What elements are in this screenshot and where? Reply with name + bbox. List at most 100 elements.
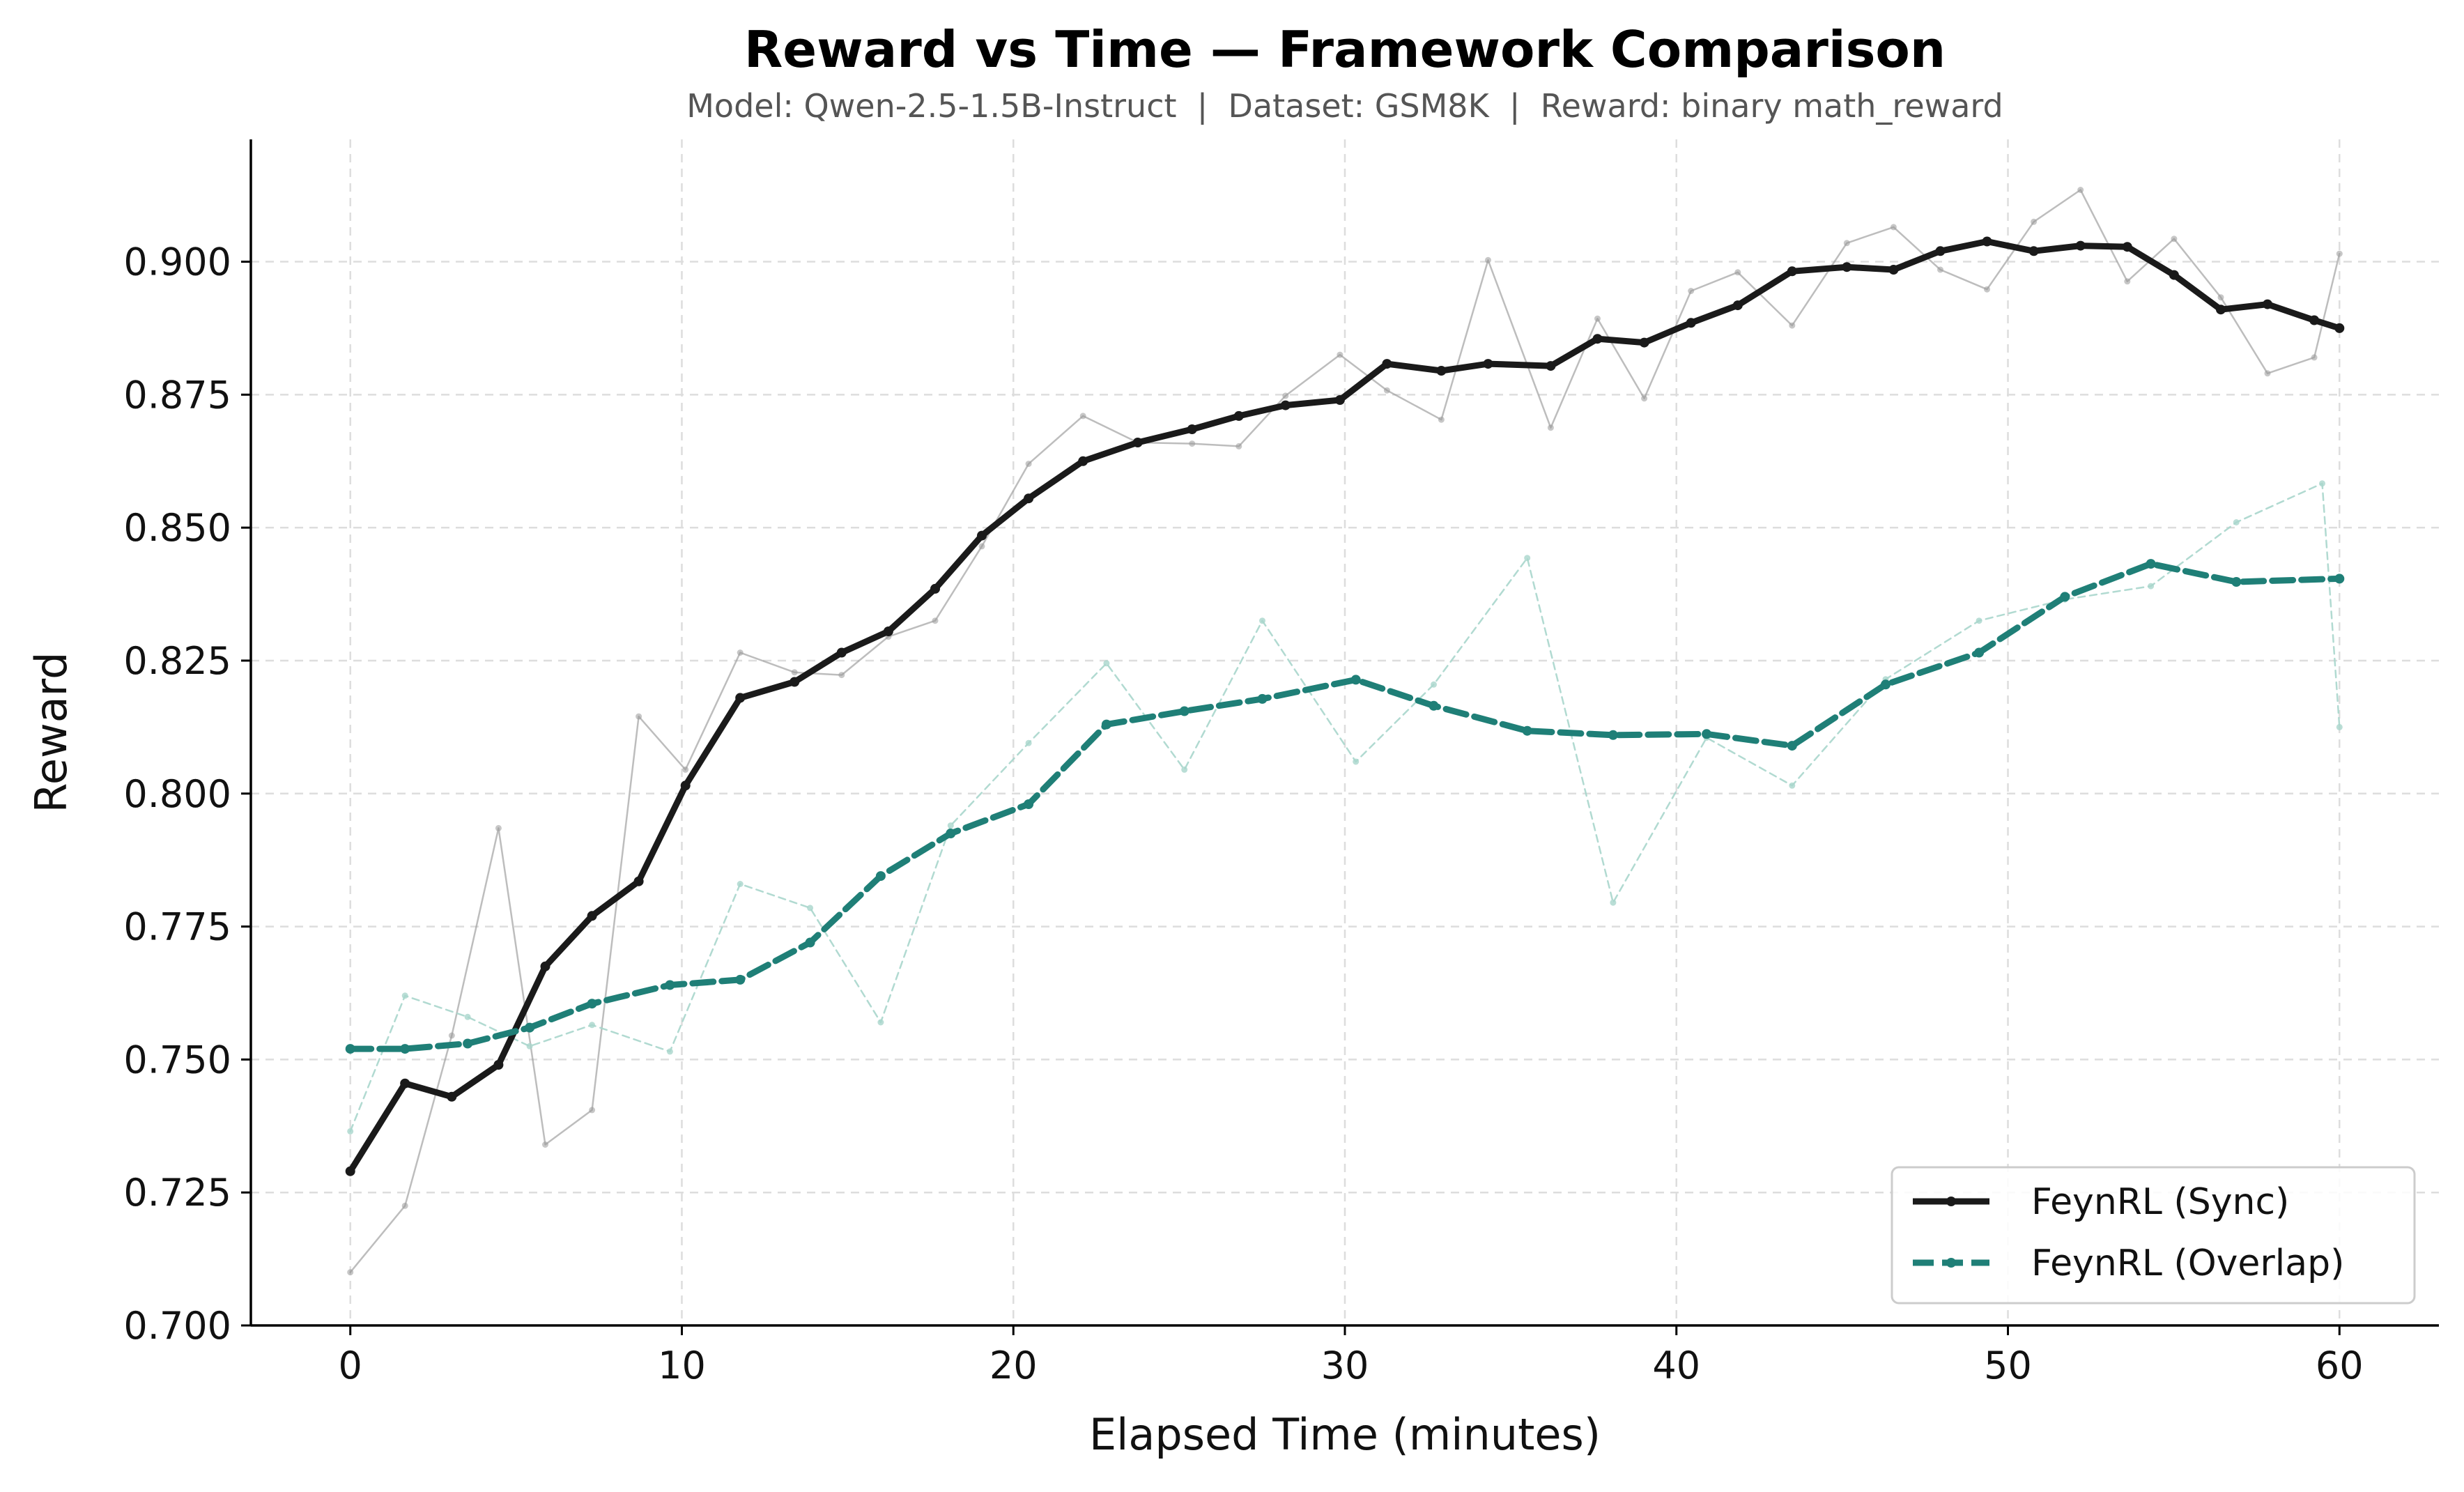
feynrl-sync-point bbox=[977, 530, 987, 541]
raw-series-3-point bbox=[526, 1043, 533, 1049]
feynrl-overlap-line bbox=[347, 560, 2343, 1052]
raw-series-2-point bbox=[2336, 250, 2343, 257]
feynrl-overlap-point bbox=[1702, 729, 1712, 739]
raw-series-3-point bbox=[1025, 739, 1032, 746]
feynrl-overlap-point bbox=[1787, 741, 1797, 751]
raw-series-3-point bbox=[464, 1013, 471, 1020]
feynrl-overlap-point bbox=[1522, 725, 1532, 736]
feynrl-sync-point bbox=[836, 647, 847, 658]
raw-series-2-point bbox=[1789, 322, 1796, 329]
feynrl-overlap-point bbox=[1429, 700, 1439, 711]
feynrl-sync-point bbox=[493, 1060, 504, 1070]
raw-series-2-point bbox=[1937, 266, 1943, 273]
x-tick-label: 10 bbox=[658, 1344, 706, 1387]
legend-label-overlap: FeynRL (Overlap) bbox=[2031, 1243, 2344, 1284]
chart-title: Reward vs Time — Framework Comparison bbox=[744, 20, 1946, 79]
y-tick-label: 0.800 bbox=[123, 772, 231, 816]
feynrl-sync-point bbox=[1639, 337, 1649, 348]
chart-subtitle: Model: Qwen-2.5-1.5B-Instruct | Dataset:… bbox=[686, 87, 2003, 125]
raw-series-2-point bbox=[347, 1269, 354, 1276]
feynrl-sync-point bbox=[400, 1078, 410, 1089]
raw-series-3-point bbox=[666, 1048, 673, 1055]
feynrl-sync-point bbox=[1132, 438, 1143, 447]
feynrl-sync-point bbox=[680, 780, 691, 791]
feynrl-sync-point bbox=[2075, 240, 2086, 251]
feynrl-overlap-point bbox=[875, 871, 886, 882]
feynrl-sync-point bbox=[1078, 456, 1088, 466]
raw-series-2-point bbox=[838, 672, 845, 679]
raw-series-2-point bbox=[2264, 370, 2271, 377]
feynrl-overlap-point bbox=[1257, 693, 1268, 704]
feynrl-sync-point bbox=[930, 583, 940, 594]
feynrl-sync-point bbox=[883, 626, 893, 636]
raw-series-3-point bbox=[1103, 660, 1110, 667]
raw-series-2-point bbox=[1485, 256, 1491, 263]
feynrl-sync-point bbox=[790, 677, 800, 687]
raw-series-2-point bbox=[1025, 461, 1032, 468]
raw-series-2-point bbox=[1383, 387, 1390, 394]
raw-series-3-point bbox=[1353, 758, 1360, 765]
raw-series-3-point bbox=[2233, 519, 2240, 525]
feynrl-sync-point bbox=[1732, 300, 1743, 311]
raw-series-2-point bbox=[636, 713, 642, 720]
feynrl-sync-point bbox=[1686, 318, 1696, 328]
raw-series-2-point bbox=[1547, 424, 1554, 431]
feynrl-sync-point bbox=[1233, 410, 1244, 421]
raw-series-3-point bbox=[807, 905, 814, 912]
raw-series-3-point bbox=[1789, 782, 1796, 789]
x-tick-label: 20 bbox=[990, 1344, 1038, 1387]
feynrl-sync-point bbox=[345, 1166, 355, 1176]
raw-series-3-point bbox=[877, 1019, 884, 1026]
feynrl-overlap-point bbox=[665, 980, 675, 990]
feynrl-overlap-point bbox=[805, 937, 815, 948]
raw-series-3-point bbox=[1259, 617, 1265, 624]
feynrl-sync-point bbox=[633, 876, 644, 886]
feynrl-sync-point bbox=[1592, 334, 1603, 344]
feynrl-sync-point bbox=[2263, 299, 2272, 309]
feynrl-sync-point bbox=[1982, 236, 1992, 247]
raw-series-3-point bbox=[2336, 723, 2343, 730]
raw-series-2-point bbox=[1890, 224, 1897, 231]
raw-series-2-point bbox=[2311, 354, 2318, 361]
raw-series-2-point bbox=[1282, 392, 1289, 399]
feynrl-sync-series bbox=[345, 236, 2345, 1176]
feynrl-overlap-point bbox=[1881, 679, 1891, 690]
grid-lines bbox=[251, 139, 2439, 1327]
feynrl-overlap-point bbox=[1024, 799, 1034, 809]
feynrl-sync-point bbox=[2216, 305, 2226, 315]
feynrl-overlap-point bbox=[1101, 719, 1111, 730]
feynrl-overlap-point bbox=[2231, 577, 2242, 587]
y-tick-label: 0.825 bbox=[123, 639, 231, 683]
feynrl-sync-point bbox=[2028, 246, 2039, 256]
y-tick-label: 0.775 bbox=[123, 905, 231, 949]
raw-series-2-point bbox=[1688, 288, 1695, 294]
feynrl-overlap-point bbox=[946, 829, 956, 838]
feynrl-sync-point bbox=[447, 1091, 457, 1102]
raw-series-2-point bbox=[2217, 294, 2224, 301]
raw-series-2-point bbox=[1984, 286, 1990, 293]
y-tick-label: 0.850 bbox=[123, 506, 231, 550]
raw-series-3-point bbox=[1431, 681, 1437, 688]
feynrl-overlap-point bbox=[345, 1044, 355, 1054]
raw-series-2-point bbox=[932, 617, 939, 624]
x-tick-label: 60 bbox=[2316, 1344, 2364, 1387]
raw-series-2-point bbox=[2171, 236, 2178, 243]
raw-series-3-point bbox=[947, 822, 954, 829]
feynrl-overlap-point bbox=[400, 1044, 410, 1054]
raw-series-2-point bbox=[589, 1107, 596, 1114]
feynrl-sync-point bbox=[1024, 493, 1034, 504]
raw-series-3-point bbox=[2148, 583, 2155, 590]
raw-series-2-point bbox=[1734, 269, 1741, 276]
raw-series-2-point bbox=[2077, 187, 2084, 193]
x-tick-label: 40 bbox=[1652, 1344, 1700, 1387]
y-tick-label: 0.700 bbox=[123, 1304, 231, 1348]
raw-series-3-point bbox=[589, 1022, 596, 1029]
feynrl-overlap-point bbox=[587, 999, 597, 1009]
raw-series-2-point bbox=[791, 669, 798, 676]
feynrl-overlap-point bbox=[1608, 730, 1618, 740]
x-axis-label: Elapsed Time (minutes) bbox=[1089, 1409, 1601, 1460]
feynrl-overlap-point bbox=[735, 974, 746, 985]
feynrl-sync-point bbox=[1888, 265, 1899, 275]
raw-series-3-point bbox=[347, 1128, 354, 1135]
